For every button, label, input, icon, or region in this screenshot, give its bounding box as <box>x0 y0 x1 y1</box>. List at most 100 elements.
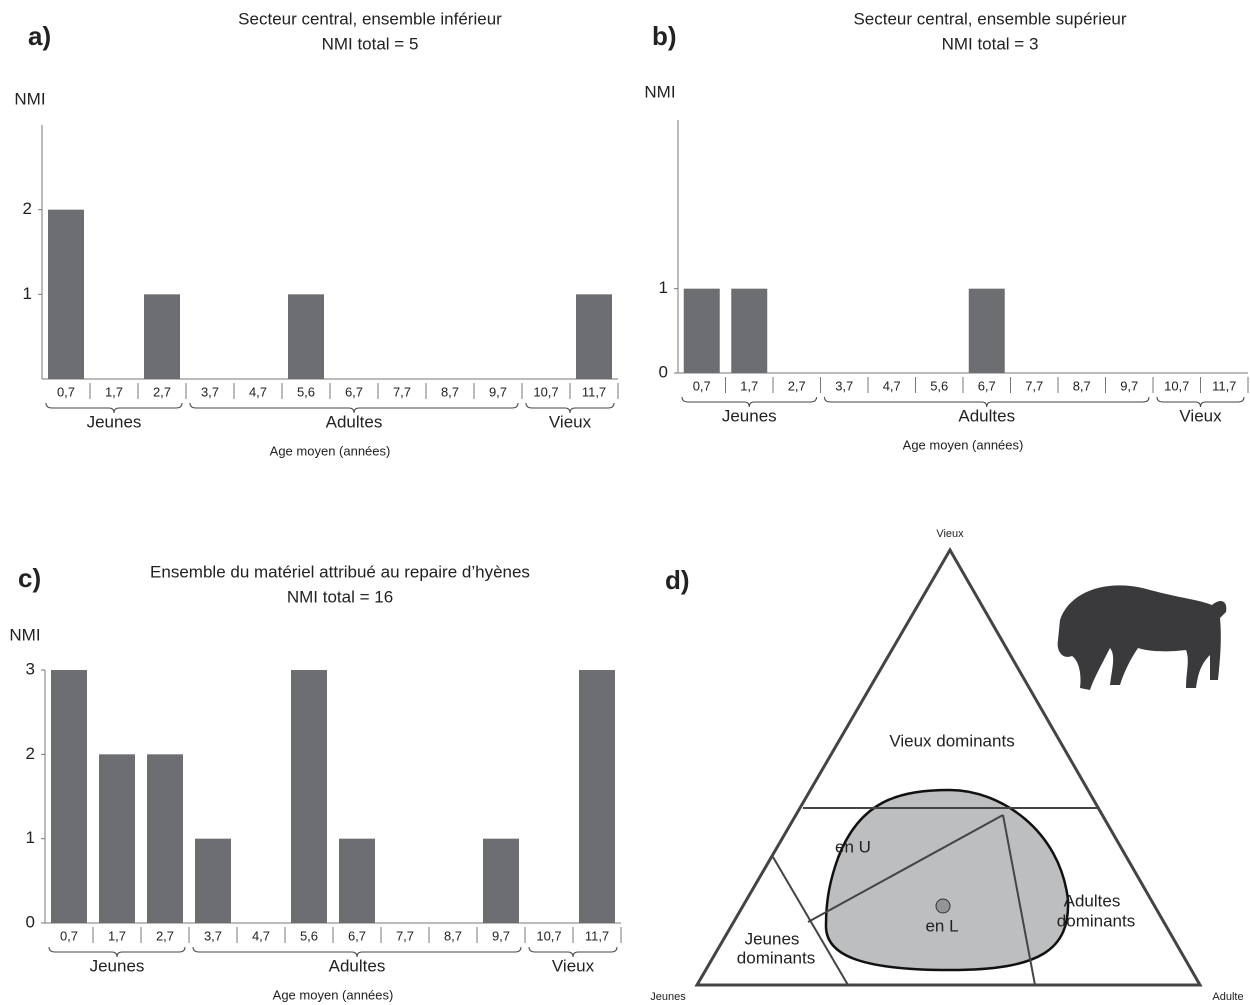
panel-label: a) <box>28 21 51 51</box>
x-tick-label: 5,6 <box>297 384 315 399</box>
bar <box>147 754 183 923</box>
x-tick-label: 9,7 <box>1120 378 1138 393</box>
y-tick-label: 1 <box>26 828 35 847</box>
chart-title: Ensemble du matériel attribué au repaire… <box>150 562 530 581</box>
triangle <box>694 547 1203 987</box>
y-tick-label: 2 <box>26 744 35 763</box>
distribution-zone <box>824 788 1070 972</box>
x-tick-label: 4,7 <box>252 928 270 943</box>
group-label: Jeunes <box>87 412 142 431</box>
vertex-label: Adulte <box>1212 991 1243 1003</box>
x-tick-label: 6,7 <box>345 384 363 399</box>
x-tick-label: 2,7 <box>153 384 171 399</box>
zone-label: en L <box>925 916 958 935</box>
x-axis-label: Age moyen (années) <box>270 443 391 458</box>
group-brace <box>1156 396 1245 408</box>
panel-label: d) <box>665 565 690 595</box>
bar <box>731 288 768 373</box>
x-axis-label: Age moyen (années) <box>903 437 1024 452</box>
point <box>935 898 951 914</box>
x-tick-label: 0,7 <box>57 384 75 399</box>
group-brace <box>192 946 522 958</box>
bar <box>288 294 324 379</box>
panel-label: c) <box>18 563 41 593</box>
chart-title: Secteur central, ensemble supérieur <box>853 9 1126 28</box>
bar <box>579 670 615 923</box>
bar <box>339 838 375 923</box>
bar <box>483 838 519 923</box>
zone-label: en U <box>835 837 871 856</box>
group-label: Vieux <box>552 956 595 975</box>
vertex-label: Jeunes <box>650 991 686 1003</box>
group-label: Vieux <box>1179 406 1222 425</box>
chart-title: Secteur central, ensemble inférieur <box>238 9 502 28</box>
x-tick-label: 1,7 <box>105 384 123 399</box>
panel-label: b) <box>652 21 677 51</box>
group-label: Adultes <box>326 412 383 431</box>
x-tick-label: 7,7 <box>1025 378 1043 393</box>
bar <box>144 294 180 379</box>
x-tick-label: 0,7 <box>60 928 78 943</box>
y-tick-label: 0 <box>659 362 668 381</box>
x-tick-label: 6,7 <box>978 378 996 393</box>
group-brace <box>525 402 615 414</box>
y-tick-label: 0 <box>26 912 35 931</box>
x-tick-label: 2,7 <box>156 928 174 943</box>
group-label: Vieux <box>549 412 592 431</box>
x-tick-label: 6,7 <box>348 928 366 943</box>
y-tick-label: 2 <box>23 199 32 218</box>
x-tick-label: 3,7 <box>204 928 222 943</box>
y-tick-label: 3 <box>26 659 35 678</box>
vertex-label: Vieux <box>936 528 964 540</box>
x-tick-label: 8,7 <box>1073 378 1091 393</box>
x-tick-label: 9,7 <box>492 928 510 943</box>
x-axis-label: Age moyen (années) <box>273 987 394 1002</box>
group-brace <box>45 402 183 414</box>
x-tick-label: 5,6 <box>300 928 318 943</box>
x-tick-label: 8,7 <box>441 384 459 399</box>
x-tick-label: 1,7 <box>108 928 126 943</box>
x-tick-label: 3,7 <box>835 378 853 393</box>
bar <box>576 294 612 379</box>
y-tick-label: 1 <box>23 284 32 303</box>
group-label: Jeunes <box>722 406 777 425</box>
zone-label: Jeunes <box>745 929 800 948</box>
group-brace <box>681 396 817 408</box>
x-tick-label: 3,7 <box>201 384 219 399</box>
zone-lines <box>772 807 1098 986</box>
zone-label: dominants <box>737 948 815 967</box>
zone-label: dominants <box>1057 911 1135 930</box>
group-brace <box>824 396 1150 408</box>
group-brace <box>48 946 186 958</box>
x-tick-label: 8,7 <box>444 928 462 943</box>
x-tick-label: 2,7 <box>788 378 806 393</box>
x-tick-label: 7,7 <box>393 384 411 399</box>
bar <box>968 288 1005 373</box>
x-tick-label: 10,7 <box>1164 378 1189 393</box>
bison-icon <box>1057 585 1227 690</box>
chart-subtitle: NMI total = 3 <box>942 34 1039 53</box>
group-label: Adultes <box>329 956 386 975</box>
x-tick-label: 5,6 <box>930 378 948 393</box>
bar <box>99 754 135 923</box>
bar <box>195 838 231 923</box>
group-label: Jeunes <box>90 956 145 975</box>
chart-subtitle: NMI total = 5 <box>322 34 419 53</box>
bar <box>291 670 327 923</box>
x-tick-label: 4,7 <box>883 378 901 393</box>
x-tick-label: 11,7 <box>585 928 609 943</box>
bar <box>683 288 720 373</box>
x-tick-label: 1,7 <box>740 378 758 393</box>
x-tick-label: 11,7 <box>1212 378 1236 393</box>
y-tick-label: 1 <box>659 278 668 297</box>
zone-label: Adultes <box>1064 891 1121 910</box>
chart-subtitle: NMI total = 16 <box>287 587 393 606</box>
bar <box>48 209 84 379</box>
x-tick-label: 0,7 <box>693 378 711 393</box>
y-axis-label: NMI <box>14 89 45 108</box>
x-tick-label: 4,7 <box>249 384 267 399</box>
x-tick-label: 7,7 <box>396 928 414 943</box>
x-tick-label: 10,7 <box>533 384 558 399</box>
group-brace <box>189 402 519 414</box>
